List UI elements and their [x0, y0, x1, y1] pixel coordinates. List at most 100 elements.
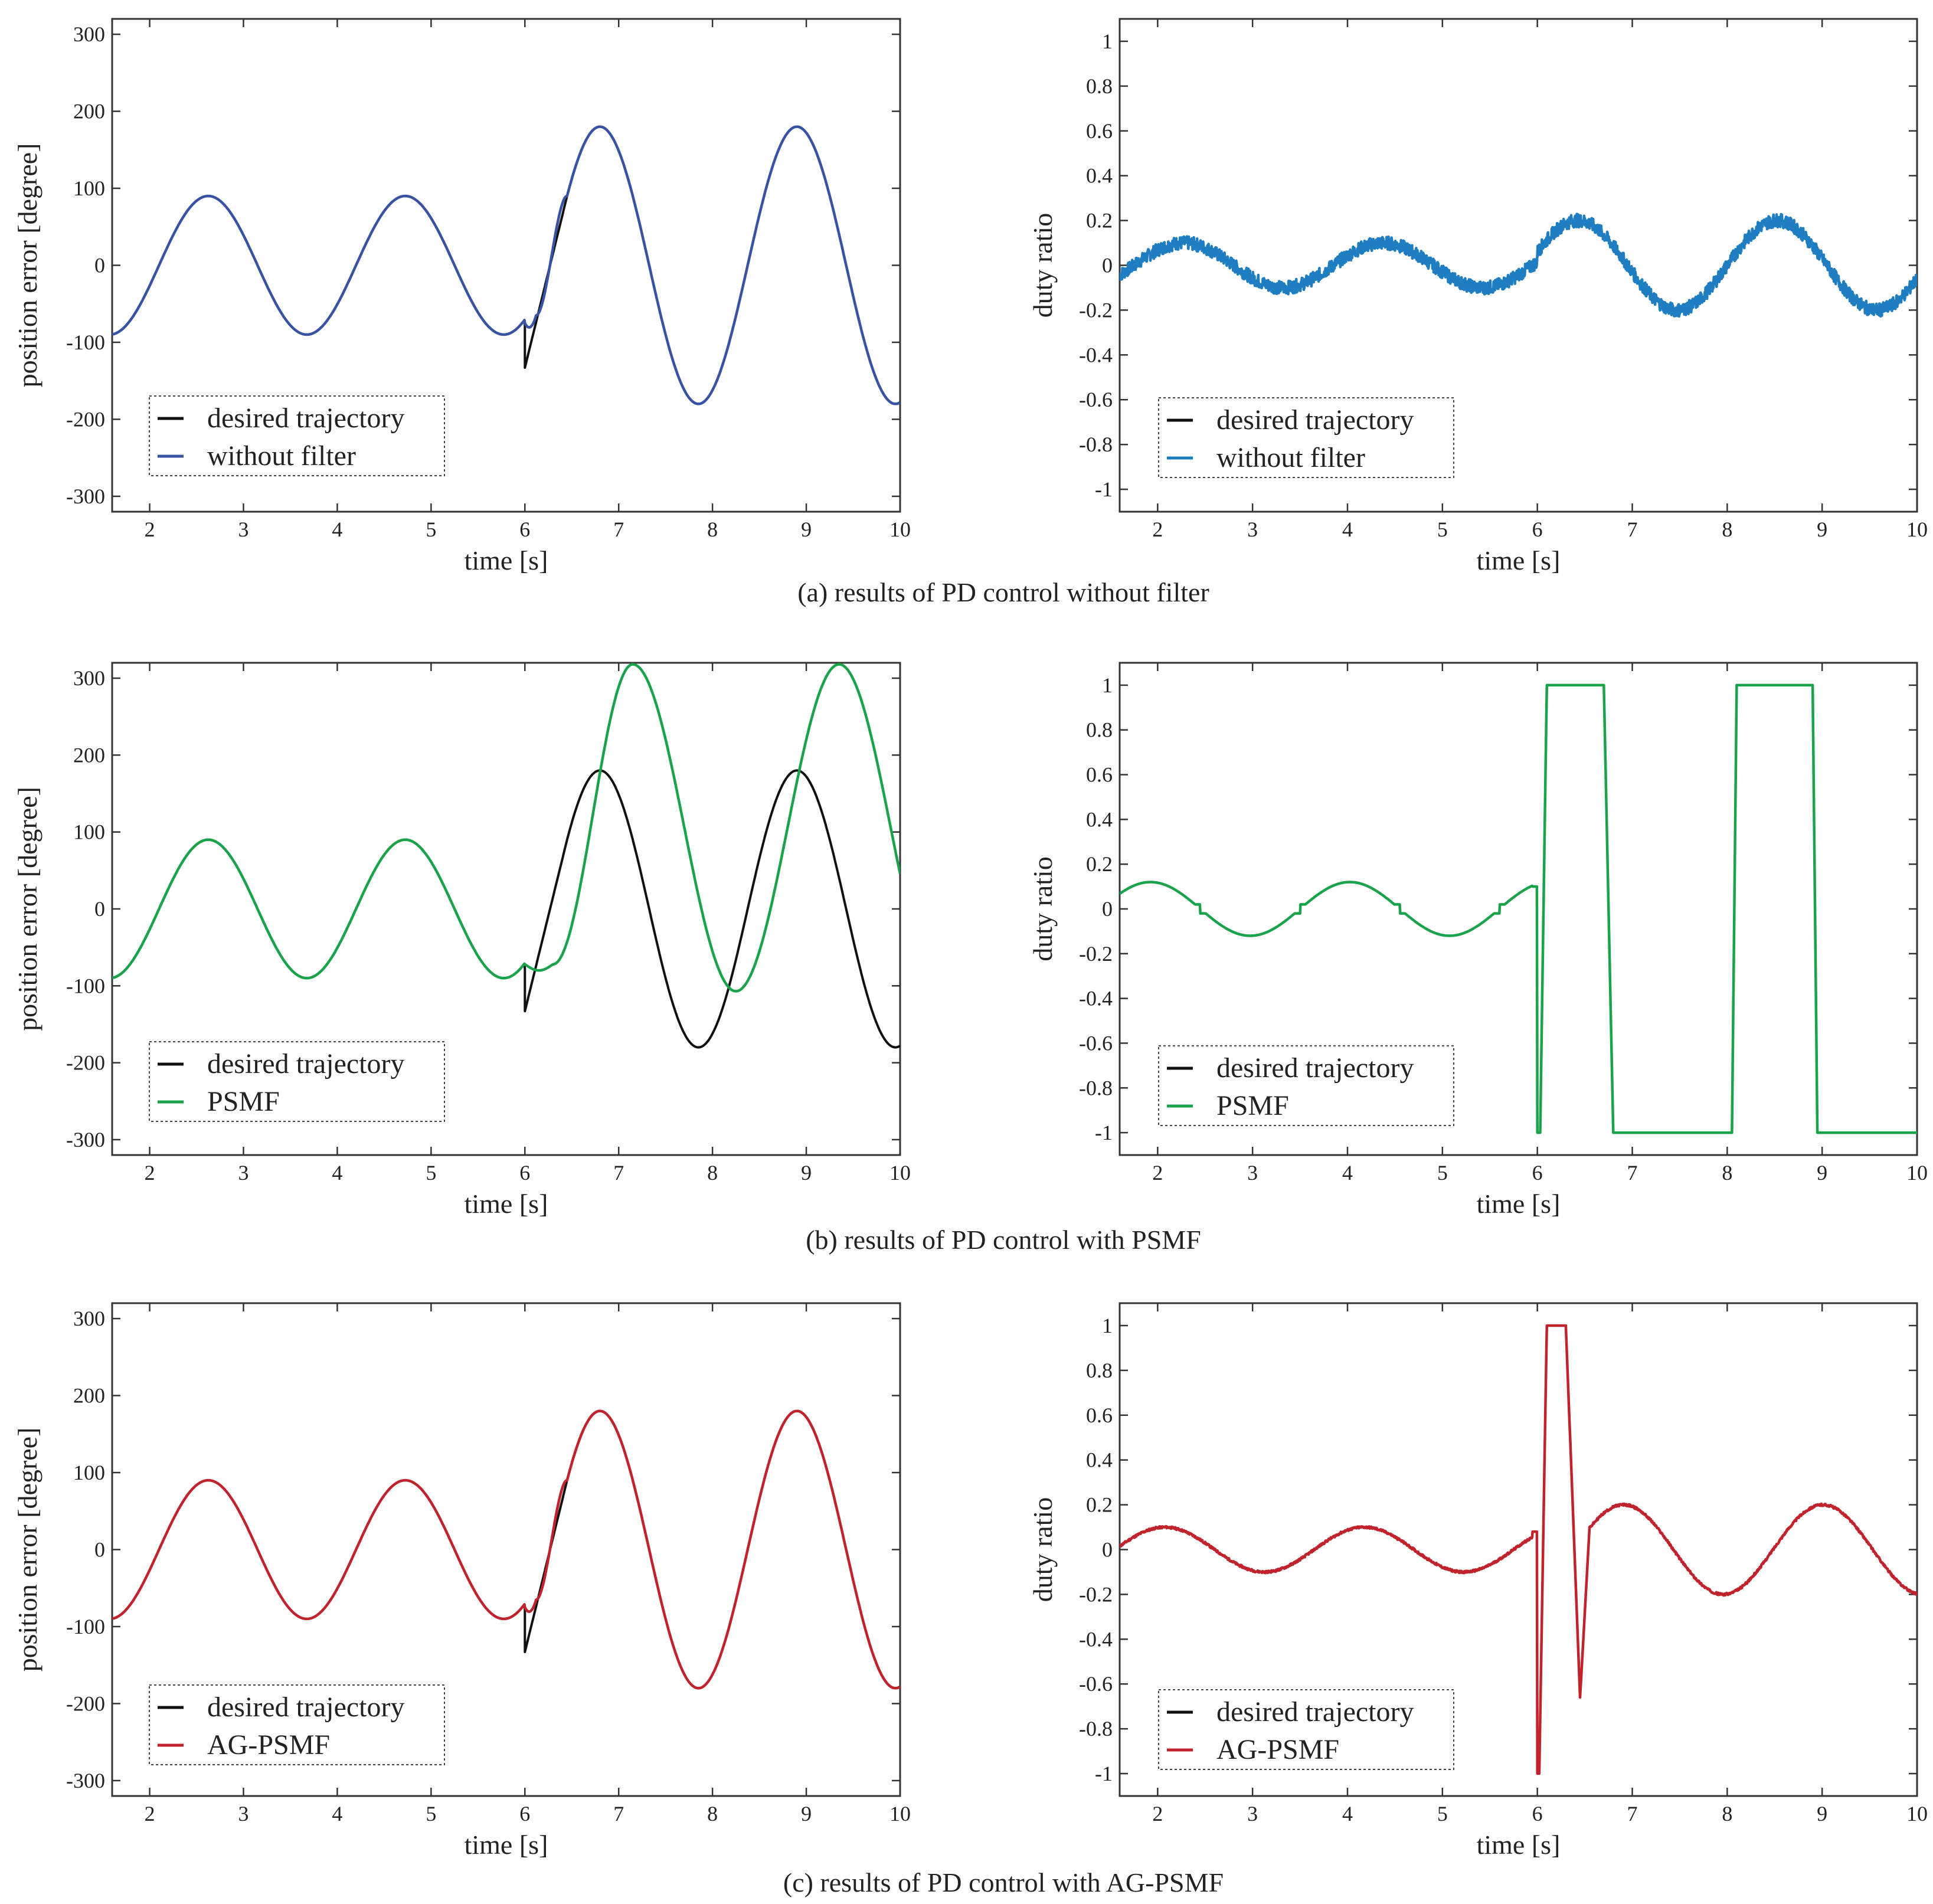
y-tick-label: 0	[94, 1538, 105, 1562]
x-tick-label: 8	[1722, 518, 1732, 541]
x-tick-label: 2	[1152, 1802, 1163, 1826]
series-line-ag-psmf	[112, 1409, 900, 1690]
x-tick-label: 3	[238, 1802, 249, 1826]
y-tick-label: -0.2	[1079, 298, 1113, 322]
y-tick-label: -0.8	[1079, 1717, 1113, 1741]
y-axis-label: duty ratio	[1028, 213, 1058, 318]
y-tick-label: -100	[66, 974, 105, 997]
x-tick-label: 10	[889, 1161, 911, 1185]
legend-box	[149, 395, 445, 476]
y-tick-label: 200	[73, 743, 105, 767]
x-tick-label: 6	[519, 518, 530, 541]
y-axis-label: position error [degree]	[12, 787, 42, 1031]
x-tick-label: 9	[801, 1802, 812, 1826]
chart-b-right: 2 3 4 5 6 7 8 9 10 -1 -0.8 -0.6 -0.4 -0.2 0 0.2 0.4 0.6 0.…	[1028, 662, 1928, 1219]
legend-label: AG-PSMF	[1216, 1734, 1339, 1765]
legend-label: AG-PSMF	[207, 1729, 330, 1761]
y-tick-label: 1	[1102, 30, 1113, 53]
y-axis-label: duty ratio	[1028, 856, 1058, 961]
series-line-without-filter	[1120, 212, 1917, 318]
x-tick-label: 3	[238, 1161, 249, 1185]
legend: desired trajectory AG-PSMF	[149, 1684, 445, 1765]
y-tick-label: -0.6	[1079, 388, 1113, 411]
series-line-psmf	[1120, 683, 1917, 1134]
y-tick-label: 100	[73, 1461, 105, 1484]
legend: desired trajectory AG-PSMF	[1158, 1689, 1454, 1770]
series-line-psmf	[112, 663, 900, 993]
x-tick-label: 10	[1906, 1802, 1928, 1826]
x-tick-label: 6	[1532, 518, 1543, 541]
legend-box	[1158, 397, 1454, 478]
y-axis-label: position error [degree]	[12, 143, 42, 388]
legend-label: PSMF	[207, 1086, 280, 1117]
y-tick-label: 0.6	[1086, 763, 1113, 787]
legend-label: without filter	[207, 440, 356, 472]
x-tick-label: 9	[801, 518, 812, 541]
x-tick-label: 10	[889, 518, 911, 541]
x-tick-label: 4	[1342, 518, 1353, 541]
x-axis-label: time [s]	[1477, 1830, 1561, 1860]
series-line-without-filter	[112, 125, 900, 405]
y-tick-label: 0	[94, 897, 105, 921]
chart-b-left: 2 3 4 5 6 7 8 9 10 -300 -200 -100 0 100 200 300 time [s]…	[12, 662, 911, 1219]
y-tick-label: 0	[1102, 897, 1113, 921]
x-tick-label: 3	[1247, 1802, 1258, 1826]
x-tick-label: 8	[707, 1161, 718, 1185]
x-tick-label: 7	[1627, 1802, 1638, 1826]
legend-box	[149, 1684, 445, 1765]
x-tick-label: 8	[1722, 1161, 1732, 1185]
y-tick-label: -1	[1095, 477, 1113, 501]
x-tick-label: 7	[613, 1802, 624, 1826]
x-tick-label: 7	[613, 518, 624, 541]
x-tick-label: 6	[519, 1802, 530, 1826]
x-tick-label: 4	[332, 518, 342, 541]
chart-a-right: 2 3 4 5 6 7 8 9 10 -1 -0.8 -0.6 -0.4 -0.2 0 0.2 0.4 0.6 0.…	[1028, 18, 1928, 575]
y-tick-label: -200	[66, 1051, 105, 1075]
y-tick-label: -300	[66, 1128, 105, 1151]
y-tick-label: 0.6	[1086, 119, 1113, 143]
legend-label: desired trajectory	[207, 403, 405, 434]
chart-a-left: 2 3 4 5 6 7 8 9 10 -300 -200 -100 0 100 200 300 time [s]…	[12, 18, 911, 575]
x-tick-label: 5	[1437, 1161, 1448, 1185]
x-tick-label: 6	[519, 1161, 530, 1185]
y-tick-label: 1	[1102, 673, 1113, 697]
y-tick-label: -0.8	[1079, 433, 1113, 456]
x-tick-label: 8	[707, 518, 718, 541]
legend: desired trajectory without filter	[1158, 397, 1454, 478]
y-tick-label: 100	[73, 820, 105, 844]
legend-label: desired trajectory	[1216, 404, 1414, 436]
chart-c-right: 2 3 4 5 6 7 8 9 10 -1 -0.8 -0.6 -0.4 -0.2 0 0.2 0.4 0.6 0.…	[1028, 1302, 1928, 1860]
x-axis-label: time [s]	[465, 1189, 548, 1219]
x-axis-label: time [s]	[1477, 1189, 1561, 1219]
x-tick-label: 2	[145, 1802, 155, 1826]
y-tick-label: 300	[73, 666, 105, 690]
x-tick-label: 6	[1532, 1161, 1543, 1185]
caption-a: (a) results of PD control without filter	[797, 577, 1209, 607]
y-tick-label: -0.6	[1079, 1672, 1113, 1696]
y-tick-label: 0.8	[1086, 74, 1113, 98]
y-tick-label: 200	[73, 100, 105, 123]
y-tick-label: 200	[73, 1384, 105, 1408]
x-tick-label: 10	[1906, 518, 1928, 541]
legend-box	[149, 1041, 445, 1122]
y-tick-label: -0.6	[1079, 1031, 1113, 1055]
series-line-ag-psmf	[1120, 1324, 1917, 1775]
y-tick-label: 300	[73, 1307, 105, 1330]
y-tick-label: 0	[94, 254, 105, 277]
y-tick-label: -100	[66, 331, 105, 354]
y-tick-label: 0.8	[1086, 718, 1113, 742]
x-tick-label: 9	[1817, 518, 1827, 541]
x-tick-label: 5	[1437, 1802, 1448, 1826]
legend-label: desired trajectory	[1216, 1696, 1414, 1728]
x-tick-label: 7	[613, 1161, 624, 1185]
y-tick-label: -100	[66, 1615, 105, 1638]
x-axis-label: time [s]	[465, 1830, 548, 1860]
y-tick-label: 300	[73, 22, 105, 46]
x-tick-label: 4	[332, 1802, 342, 1826]
x-tick-label: 4	[1342, 1802, 1353, 1826]
x-tick-label: 10	[889, 1802, 911, 1826]
x-tick-label: 4	[1342, 1161, 1353, 1185]
y-tick-label: 100	[73, 176, 105, 200]
x-tick-label: 9	[1817, 1161, 1827, 1185]
